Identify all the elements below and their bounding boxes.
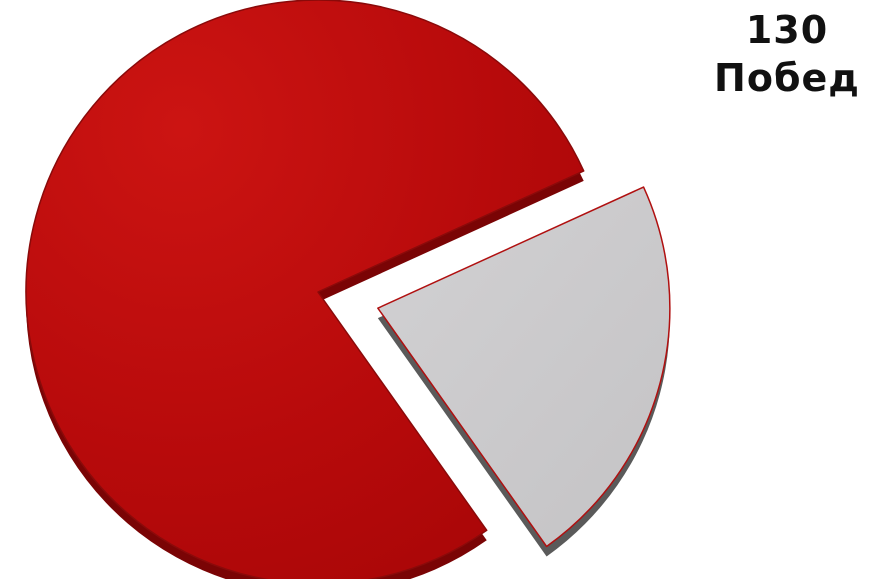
- wins-count: 130: [745, 8, 829, 52]
- wins-annotation: 130 Побед: [692, 6, 882, 102]
- wins-label: Побед: [714, 56, 860, 100]
- pie-slice-losses: [377, 186, 671, 548]
- slices-layer: [25, 0, 671, 583]
